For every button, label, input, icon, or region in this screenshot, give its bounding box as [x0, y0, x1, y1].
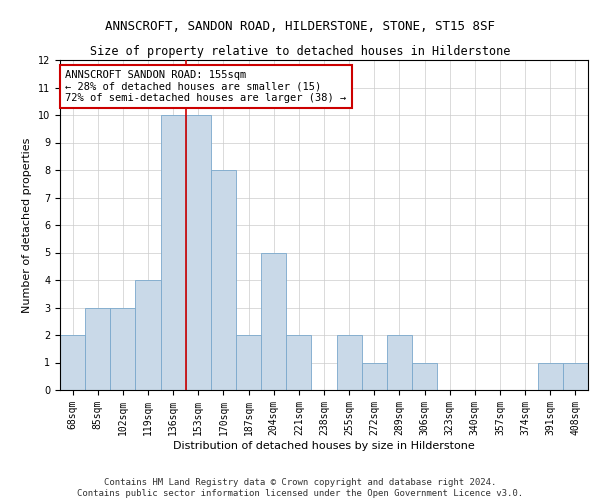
- Bar: [563, 362, 588, 390]
- X-axis label: Distribution of detached houses by size in Hilderstone: Distribution of detached houses by size …: [173, 440, 475, 450]
- Bar: [211, 170, 236, 390]
- Bar: [387, 335, 412, 390]
- Bar: [186, 115, 211, 390]
- Bar: [362, 362, 387, 390]
- Text: Contains HM Land Registry data © Crown copyright and database right 2024.
Contai: Contains HM Land Registry data © Crown c…: [77, 478, 523, 498]
- Bar: [236, 335, 261, 390]
- Bar: [110, 308, 136, 390]
- Text: ANNSCROFT, SANDON ROAD, HILDERSTONE, STONE, ST15 8SF: ANNSCROFT, SANDON ROAD, HILDERSTONE, STO…: [105, 20, 495, 33]
- Bar: [412, 362, 437, 390]
- Bar: [286, 335, 311, 390]
- Bar: [538, 362, 563, 390]
- Y-axis label: Number of detached properties: Number of detached properties: [22, 138, 32, 312]
- Text: Size of property relative to detached houses in Hilderstone: Size of property relative to detached ho…: [90, 45, 510, 58]
- Text: ANNSCROFT SANDON ROAD: 155sqm
← 28% of detached houses are smaller (15)
72% of s: ANNSCROFT SANDON ROAD: 155sqm ← 28% of d…: [65, 70, 347, 103]
- Bar: [261, 252, 286, 390]
- Bar: [85, 308, 110, 390]
- Bar: [60, 335, 85, 390]
- Bar: [161, 115, 186, 390]
- Bar: [337, 335, 362, 390]
- Bar: [136, 280, 161, 390]
